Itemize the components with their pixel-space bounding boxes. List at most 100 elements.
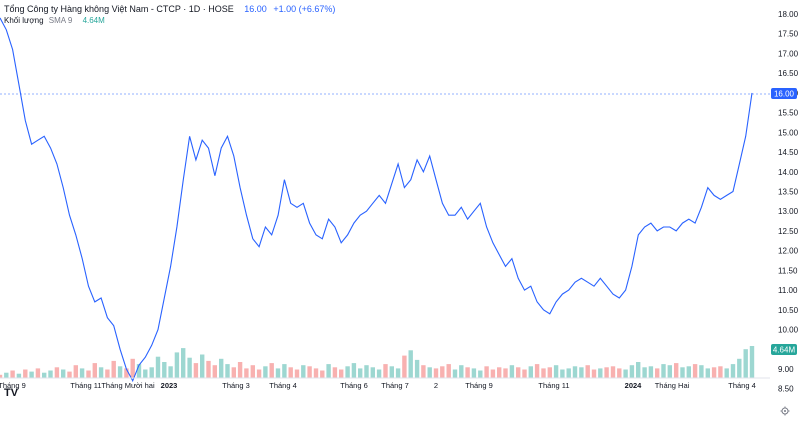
volume-bar — [181, 348, 186, 378]
volume-bar — [402, 355, 407, 378]
volume-bar — [225, 364, 230, 378]
price-axis-tick: 13.50 — [778, 188, 799, 197]
volume-bar — [446, 364, 451, 378]
price-axis-tick: 11.00 — [778, 286, 798, 295]
volume-bar — [231, 367, 236, 378]
price-axis-tick: 8.50 — [778, 385, 794, 394]
volume-bar — [395, 368, 401, 378]
time-axis-tick: Tháng 6 — [340, 381, 368, 390]
price-line-series — [0, 17, 753, 383]
volume-bar — [10, 370, 15, 378]
price-axis[interactable]: 18.0017.5017.0016.5016.0015.5015.0014.50… — [778, 10, 799, 394]
volume-bar — [471, 368, 477, 378]
volume-bar — [408, 350, 413, 378]
volume-bar — [67, 371, 72, 378]
volume-bar — [427, 367, 432, 378]
volume-bar — [711, 367, 717, 378]
volume-bar — [465, 367, 470, 378]
volume-bar — [16, 373, 22, 378]
volume-bar — [162, 362, 167, 378]
tradingview-logo-icon[interactable]: TV — [4, 387, 19, 399]
price-axis-tick: 10.50 — [778, 306, 799, 315]
price-axis-tick: 11.50 — [778, 266, 798, 275]
price-axis-tick: 17.00 — [778, 49, 799, 58]
volume-bar — [237, 362, 243, 378]
symbol-title[interactable]: Tổng Công ty Hàng không Việt Nam - CTCP … — [4, 4, 234, 14]
volume-bar — [339, 369, 344, 378]
volume-bar — [705, 368, 710, 378]
volume-bar — [48, 370, 53, 378]
price-axis-tick: 14.00 — [778, 168, 799, 177]
price-axis-tick: 18.00 — [778, 10, 799, 19]
volume-bar — [452, 369, 458, 378]
volume-bar — [636, 362, 641, 378]
time-axis-tick: 2023 — [161, 381, 178, 390]
volume-bar — [326, 364, 331, 378]
volume-bar — [642, 367, 647, 378]
volume-legend-value: 4.64M — [82, 16, 105, 25]
volume-bar — [149, 367, 154, 378]
volume-bar — [743, 349, 748, 378]
volume-bar — [250, 365, 255, 378]
volume-bar — [320, 370, 325, 378]
price-axis-tick: 9.00 — [778, 365, 794, 374]
volume-bar — [61, 369, 66, 378]
volume-bar — [674, 363, 679, 378]
volume-bar — [73, 365, 78, 378]
volume-bar — [98, 367, 104, 378]
volume-bar — [301, 365, 306, 378]
time-axis-tick: Tháng 9 — [465, 381, 493, 390]
volume-bar — [730, 364, 736, 378]
volume-bar — [534, 364, 540, 378]
volume-bar — [699, 365, 704, 378]
volume-tag: 4.64M — [771, 344, 797, 355]
volume-bar — [566, 368, 571, 378]
volume-bar — [23, 369, 28, 378]
volume-legend[interactable]: Khối lượng SMA 9 4.64M — [4, 16, 105, 25]
volume-bar — [692, 364, 698, 378]
volume-bar — [655, 368, 660, 378]
volume-bar — [130, 358, 135, 378]
volume-bar — [718, 366, 723, 378]
volume-bar — [29, 371, 34, 378]
time-axis[interactable]: Tháng 9 Tháng 11 Tháng Mười hai 2023 Tháng 3… — [0, 381, 756, 390]
volume-tag-text: 4.64M — [773, 346, 796, 355]
volume-bar — [383, 364, 388, 378]
volume-bar — [490, 369, 496, 378]
symbol-legend[interactable]: Tổng Công ty Hàng không Việt Nam - CTCP … — [4, 4, 335, 14]
volume-bar — [206, 360, 211, 378]
volume-bar — [174, 352, 180, 378]
volume-bar — [351, 363, 357, 378]
volume-bar — [263, 366, 268, 378]
volume-bar — [370, 367, 375, 378]
volume-bar — [79, 368, 85, 378]
volume-bar — [313, 368, 319, 378]
settings-icon[interactable] — [780, 406, 790, 416]
volume-bar — [4, 372, 9, 378]
volume-bar — [136, 364, 142, 378]
volume-legend-label: Khối lượng — [4, 16, 44, 25]
volume-bar — [288, 367, 293, 378]
volume-bar — [516, 367, 521, 378]
time-axis-tick: Tháng Mười hai — [101, 381, 155, 390]
volume-bar — [724, 368, 729, 378]
volume-bar — [244, 368, 249, 378]
volume-bar — [617, 368, 622, 378]
price-axis-tick: 17.50 — [778, 30, 799, 39]
price-axis-tick: 15.00 — [778, 128, 799, 137]
volume-bar — [547, 367, 552, 378]
volume-bar — [376, 369, 382, 378]
volume-bar — [497, 367, 502, 378]
volume-bar — [307, 366, 312, 378]
volume-bar — [105, 369, 110, 378]
time-axis-tick: Tháng 4 — [269, 381, 297, 390]
price-tag-text: 16.00 — [774, 90, 795, 99]
volume-bar — [42, 372, 47, 378]
volume-bar — [275, 368, 281, 378]
volume-bar — [503, 368, 508, 378]
volume-bar — [212, 365, 217, 378]
volume-bar — [414, 359, 420, 378]
time-axis-tick: Tháng Hai — [655, 381, 690, 390]
